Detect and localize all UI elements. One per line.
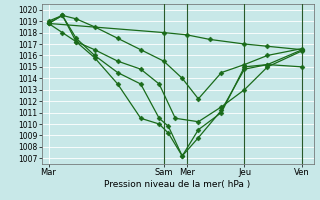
X-axis label: Pression niveau de la mer( hPa ): Pression niveau de la mer( hPa ) <box>104 180 251 189</box>
